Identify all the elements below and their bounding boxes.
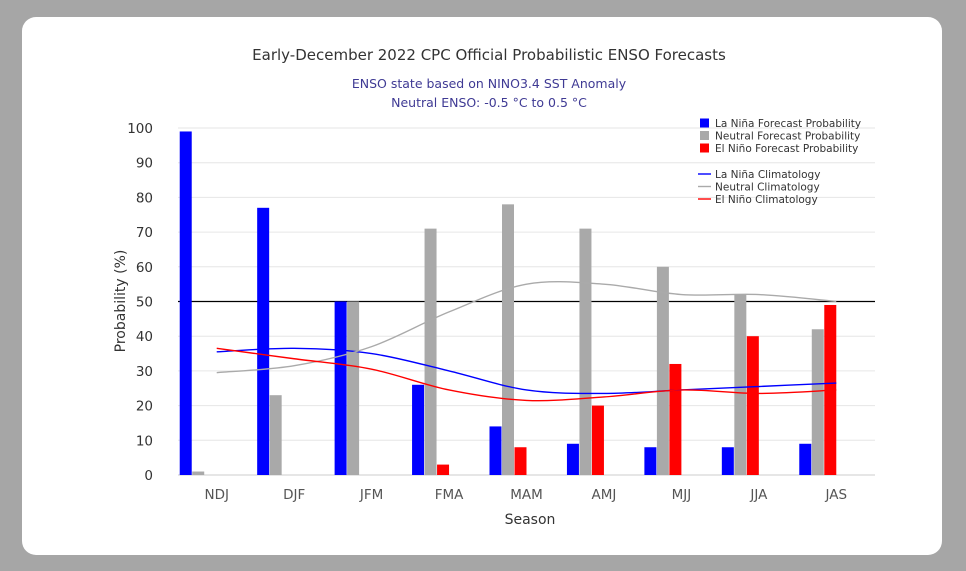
bar-neutral-mjj	[656, 266, 669, 475]
bar-neutral-djf	[269, 395, 282, 475]
bar-el-amj	[591, 405, 604, 475]
bar-neutral-jas	[811, 329, 824, 475]
bar-la-jas	[799, 443, 812, 475]
bar-el-mjj	[669, 363, 682, 475]
bar-la-fma	[412, 384, 425, 475]
bar-el-mam	[514, 447, 527, 475]
y-tick-label: 70	[136, 225, 153, 241]
x-tick-label: JFM	[359, 487, 383, 503]
y-tick-label: 50	[136, 295, 153, 311]
x-tick-label: JJA	[749, 487, 768, 503]
legend-label: El Niño Climatology	[715, 194, 818, 206]
legend-label: Neutral Climatology	[715, 182, 820, 194]
bar-la-mam	[489, 426, 502, 475]
bar-la-ndj	[179, 131, 192, 475]
legend-swatch	[700, 143, 709, 153]
x-axis-ticks: NDJ DJF JFM FMA MAM AMJ MJJ JJA JAS	[204, 487, 847, 503]
chart-subtitle-line-2: Neutral ENSO: -0.5 °C to 0.5 °C	[391, 95, 587, 110]
legend-swatch	[700, 131, 709, 140]
bar-la-jja	[721, 447, 734, 475]
bar-la-djf	[257, 207, 270, 475]
bar-neutral-amj	[579, 228, 592, 475]
y-tick-label: 20	[136, 399, 153, 415]
x-tick-label: MJJ	[672, 487, 692, 503]
x-tick-label: DJF	[283, 487, 305, 503]
bar-neutral-fma	[424, 228, 437, 475]
bar-neutral-jfm	[347, 301, 360, 475]
y-tick-label: 90	[136, 156, 153, 172]
x-tick-label: JAS	[824, 487, 847, 503]
bar-neutral-mam	[502, 204, 514, 475]
y-tick-label: 10	[136, 433, 153, 449]
legend-label: Neutral Forecast Probability	[715, 131, 860, 143]
climatology-curves	[216, 280, 837, 402]
legend-swatch	[700, 118, 709, 128]
bar-la-amj	[566, 443, 579, 475]
y-tick-label: 60	[136, 260, 153, 276]
bar-neutral-jja	[734, 294, 747, 475]
enso-probability-chart: Early-December 2022 CPC Official Probabi…	[113, 46, 875, 528]
x-tick-label: FMA	[435, 487, 464, 503]
y-tick-label: 100	[127, 121, 153, 137]
legend-label: El Niño Forecast Probability	[715, 143, 858, 155]
y-axis-ticks: 0 10 20 30 40 50 60 70 80 90 100	[127, 121, 153, 484]
bar-la-jfm	[334, 301, 347, 475]
bar-el-fma	[437, 464, 450, 475]
bars	[179, 131, 837, 475]
y-tick-label: 30	[136, 364, 153, 380]
chart-card: Early-December 2022 CPC Official Probabi…	[22, 17, 942, 555]
x-tick-label: NDJ	[204, 487, 228, 503]
bar-neutral-ndj	[192, 471, 205, 475]
climatology-line-la	[216, 347, 837, 395]
x-axis-title: Season	[505, 512, 556, 528]
legend-label: La Niña Forecast Probability	[715, 118, 861, 130]
y-tick-label: 40	[136, 329, 153, 345]
chart-subtitle-line-1: ENSO state based on NINO3.4 SST Anomaly	[352, 76, 627, 91]
legend-label: La Niña Climatology	[715, 169, 820, 181]
x-tick-label: MAM	[510, 487, 543, 503]
bar-el-jja	[746, 336, 759, 475]
climatology-line-el	[216, 347, 837, 402]
chart-title: Early-December 2022 CPC Official Probabi…	[252, 46, 726, 64]
y-axis-title: Probability (%)	[113, 250, 129, 353]
climatology-line-neutral	[216, 280, 837, 374]
y-tick-label: 80	[136, 190, 153, 206]
bar-la-mjj	[644, 447, 657, 475]
x-tick-label: AMJ	[592, 487, 617, 503]
y-tick-label: 0	[144, 468, 153, 484]
